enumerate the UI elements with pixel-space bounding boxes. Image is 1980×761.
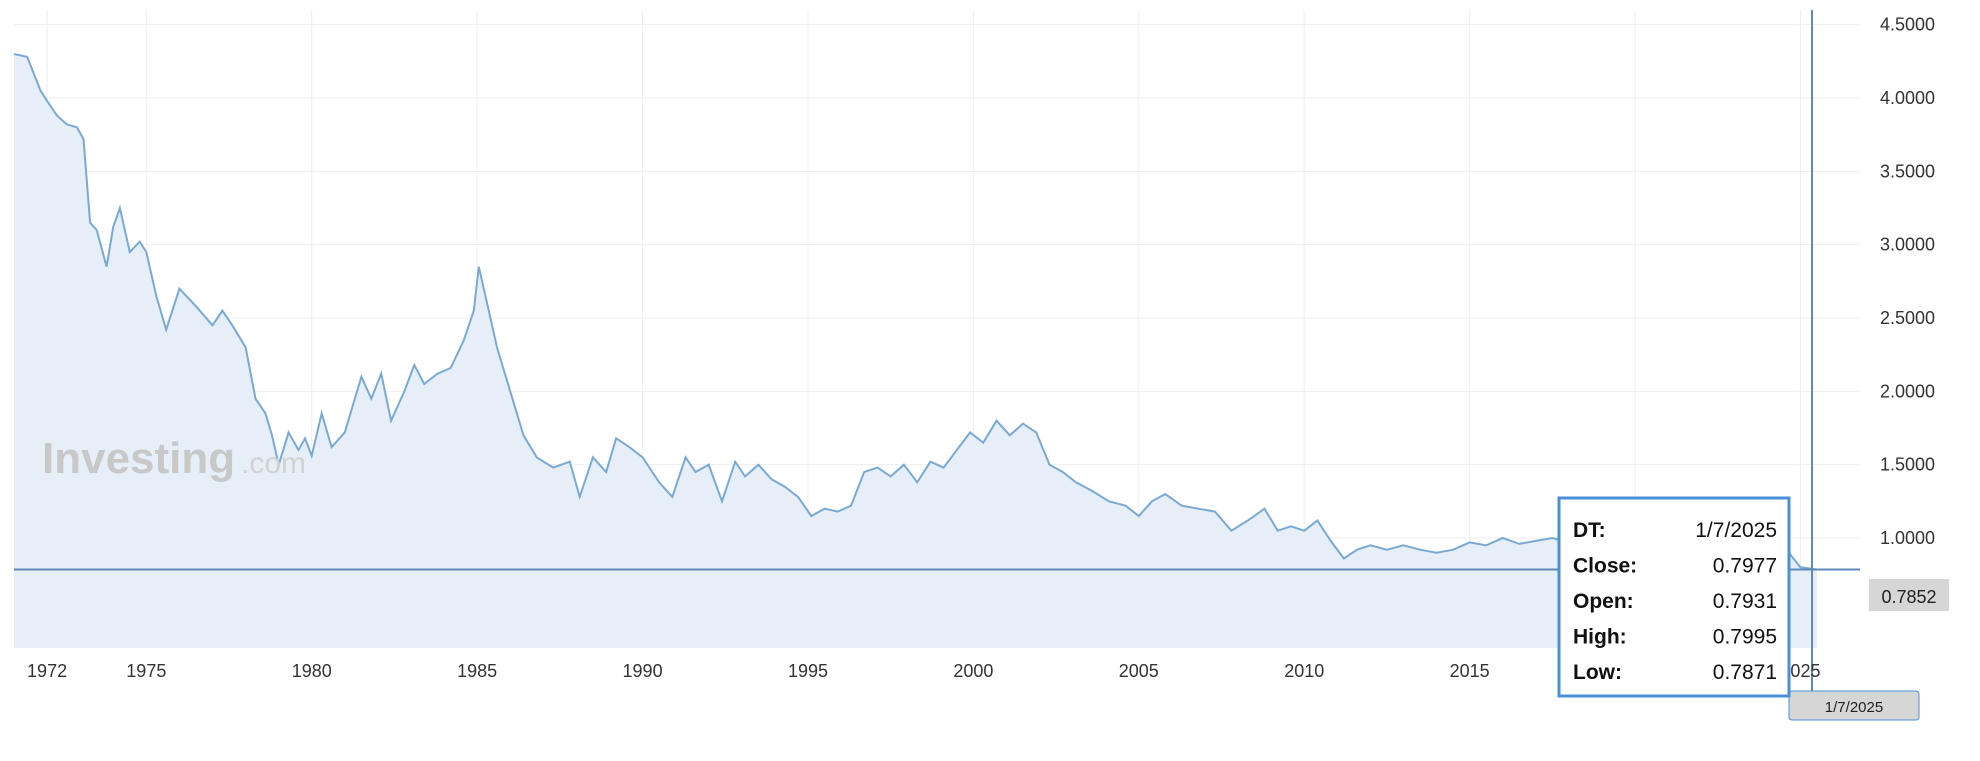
x-tick-label: 1990: [623, 661, 663, 681]
ohlc-tooltip: DT: 1/7/2025 Close: 0.7977 Open: 0.7931 High: 0…: [1557, 496, 1791, 698]
watermark-suffix: .com: [241, 447, 306, 480]
x-tick-label: 1995: [788, 661, 828, 681]
tooltip-label: DT:: [1573, 519, 1606, 542]
tooltip-rows: DT: 1/7/2025 Close: 0.7977 Open: 0.7931 High: 0…: [1573, 519, 1777, 684]
current-value-label: 0.7852: [1881, 587, 1936, 607]
x-tick-label: 2015: [1450, 661, 1490, 681]
tooltip-label: Open:: [1573, 590, 1634, 613]
y-tick-label: 1.0000: [1880, 528, 1935, 548]
x-tick-label: 2000: [953, 661, 993, 681]
y-tick-label: 3.5000: [1880, 161, 1935, 181]
crosshair-date-badge: 1/7/2025: [1788, 690, 1920, 721]
tooltip-label: Close:: [1573, 555, 1637, 578]
price-line[interactable]: [13, 53, 1818, 571]
x-tick-label: 1975: [126, 661, 166, 681]
investing-watermark: Investing .com: [42, 434, 306, 483]
tooltip-value: 0.7871: [1713, 661, 1777, 684]
x-tick-label: 2005: [1119, 661, 1159, 681]
x-tick-label: 1985: [457, 661, 497, 681]
tooltip-label: High:: [1573, 626, 1627, 649]
crosshair-date-badge-bg: [1788, 690, 1920, 721]
watermark-brand: Investing: [42, 434, 235, 483]
tooltip-value: 0.7977: [1713, 555, 1777, 578]
y-tick-label: 1.5000: [1880, 455, 1935, 475]
x-tick-label: 1980: [292, 661, 332, 681]
price-area-fill: [14, 54, 1817, 648]
y-tick-label: 2.5000: [1880, 308, 1935, 328]
y-tick-label: 4.0000: [1880, 88, 1935, 108]
tooltip-box: [1557, 496, 1791, 698]
x-tick-label: 1972: [27, 661, 67, 681]
x-tick-label: 2010: [1284, 661, 1324, 681]
x-axis: 1972 1975 1980 1985 1990 1995 2000 2005 2010 2015…: [27, 661, 1820, 681]
current-value-badge-bg: [1869, 579, 1949, 611]
tooltip-value: 0.7995: [1713, 626, 1777, 649]
tooltip-value: 0.7931: [1713, 590, 1777, 613]
y-axis: 1.0000 1.5000 2.0000 2.5000 3.0000 3.5000 4.00…: [1880, 15, 1935, 548]
current-value-badge: 0.7852: [1869, 579, 1949, 611]
y-tick-label: 2.0000: [1880, 381, 1935, 401]
y-tick-label: 4.5000: [1880, 15, 1935, 35]
tooltip-value: 1/7/2025: [1695, 519, 1777, 542]
crosshair-date-label: 1/7/2025: [1825, 699, 1883, 716]
tooltip-label: Low:: [1573, 661, 1622, 684]
y-tick-label: 3.0000: [1880, 235, 1935, 255]
